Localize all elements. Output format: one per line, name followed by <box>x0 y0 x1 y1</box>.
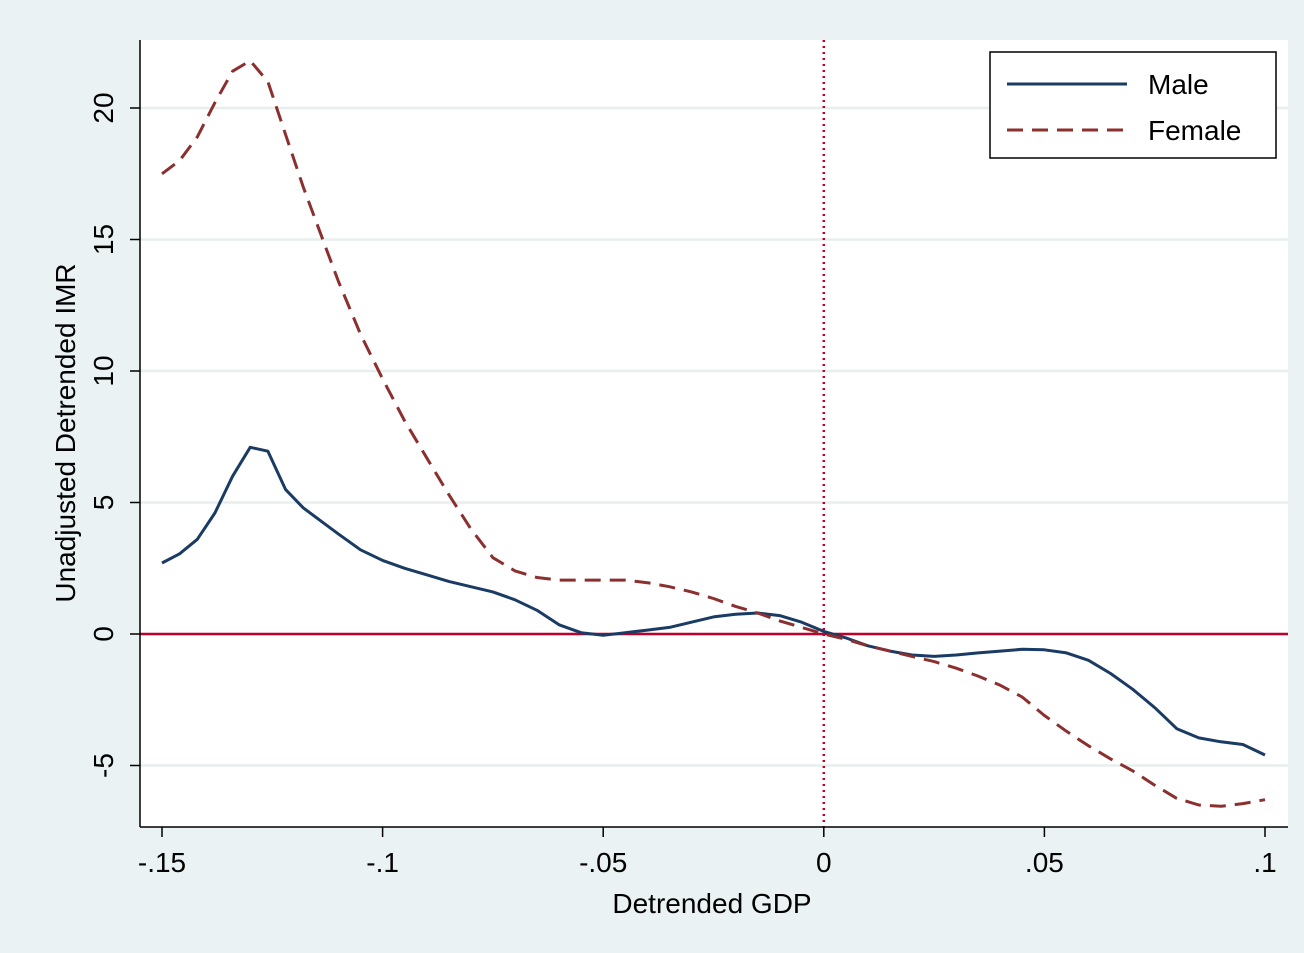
y-tick-label: 5 <box>88 495 119 511</box>
x-tick-label: .1 <box>1253 847 1276 878</box>
tick-marks: -5 0 5 10 15 20 -.15 -.1 -.05 0 .05 .1 <box>88 92 1277 878</box>
reference-lines <box>140 40 1288 827</box>
y-axis-title: Unadjusted Detrended IMR <box>50 263 81 602</box>
x-axis-title: Detrended GDP <box>612 888 811 919</box>
x-tick-label: -.1 <box>366 847 399 878</box>
series-line-female <box>161 59 1266 808</box>
y-tick-label: 20 <box>88 92 119 123</box>
y-tick-label: 10 <box>88 355 119 386</box>
legend: Male Female <box>989 51 1277 159</box>
y-tick-label: 15 <box>88 224 119 255</box>
axes <box>139 40 1288 828</box>
legend-box <box>989 51 1277 159</box>
series-line-male <box>161 445 1266 757</box>
plot-area <box>140 40 1288 827</box>
x-tick-label: .05 <box>1025 847 1064 878</box>
x-tick-label: -.15 <box>138 847 186 878</box>
legend-label-male: Male <box>1148 69 1209 100</box>
x-tick-label: 0 <box>816 847 832 878</box>
y-tick-label: -5 <box>88 753 119 778</box>
series-lines <box>161 59 1266 808</box>
legend-label-female: Female <box>1148 115 1241 146</box>
y-tick-label: 0 <box>88 626 119 642</box>
x-tick-label: -.05 <box>579 847 627 878</box>
